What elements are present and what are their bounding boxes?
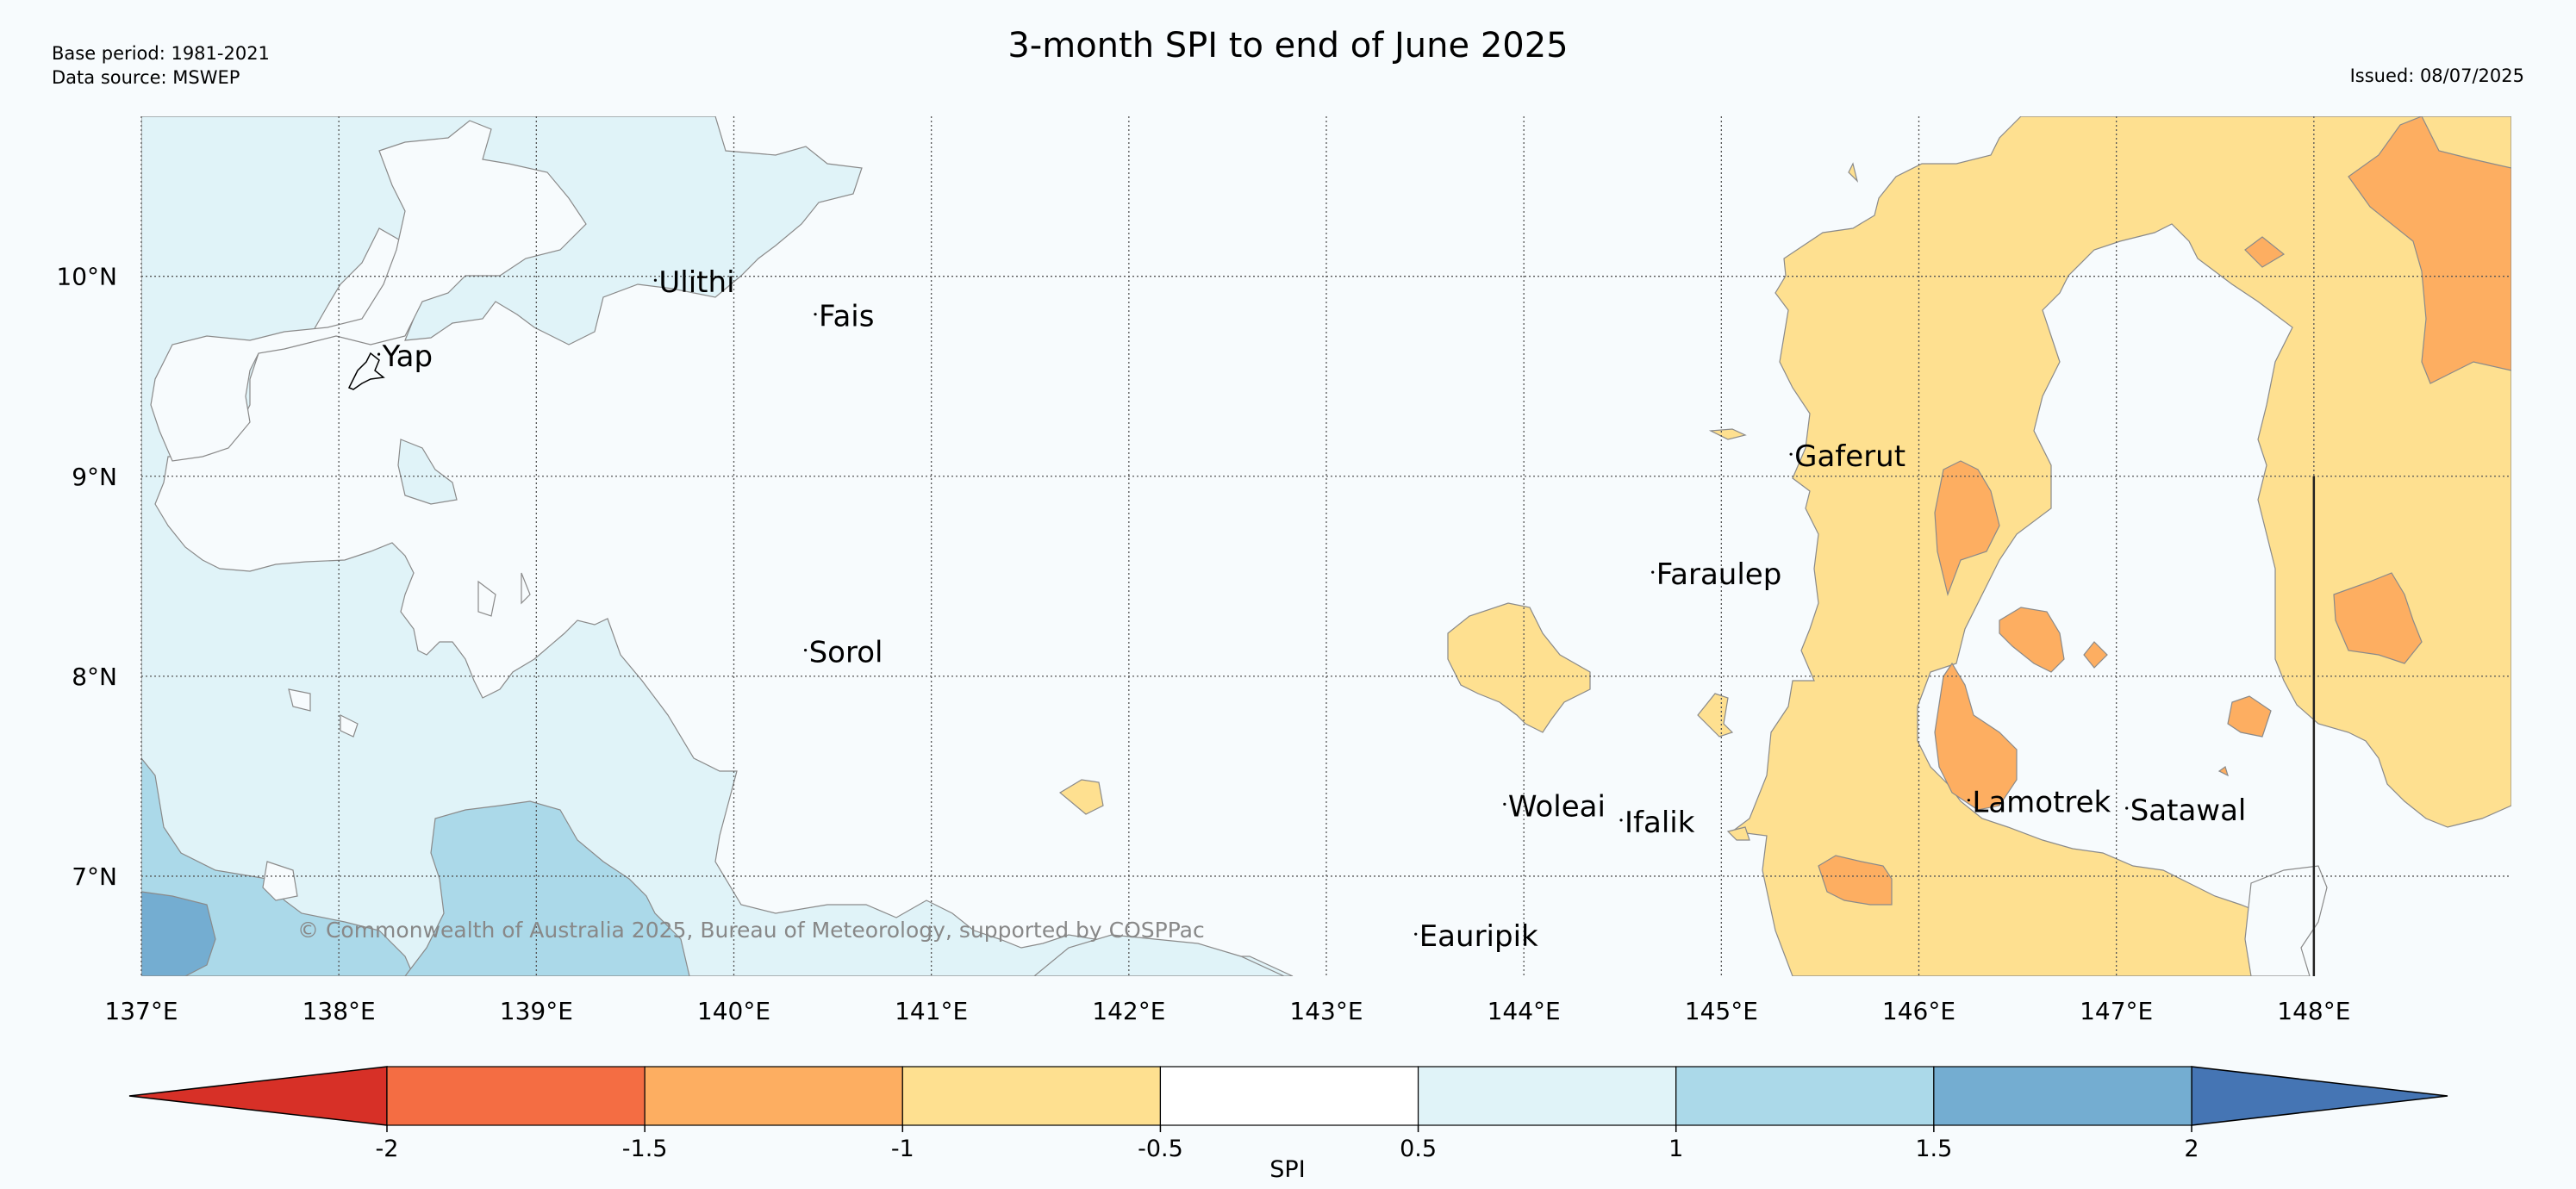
place-label: Yap bbox=[382, 339, 433, 374]
colorbar-segment bbox=[1933, 1066, 2192, 1126]
place-label: Woleai bbox=[1508, 789, 1606, 824]
place-label: Fais bbox=[819, 300, 874, 334]
region-wet-medium-2 bbox=[404, 800, 690, 976]
base-period: Base period: 1981-2021 bbox=[52, 43, 270, 64]
place-marker bbox=[803, 649, 808, 652]
colorbar-tick-label: -1 bbox=[891, 1136, 914, 1162]
region-neutral-holes bbox=[262, 572, 531, 901]
region-dry-severe-1 bbox=[1934, 460, 2000, 597]
lon-tick-label: 142°E bbox=[1092, 997, 1165, 1025]
region-dry-severe-2 bbox=[1999, 607, 2065, 673]
place-marker bbox=[1503, 802, 1506, 806]
region-dry-severe-8 bbox=[1818, 855, 1893, 906]
lon-tick-label: 143°E bbox=[1289, 997, 1363, 1025]
place-label: Sorol bbox=[809, 636, 883, 670]
lon-tick-label: 138°E bbox=[303, 997, 376, 1025]
lon-tick-label: 148°E bbox=[2277, 997, 2350, 1025]
colorbar-segment bbox=[1159, 1066, 1419, 1126]
colorbar-tick-label: 0.5 bbox=[1400, 1136, 1437, 1162]
colorbar-segment bbox=[1417, 1066, 1677, 1126]
colorbar-segment bbox=[901, 1066, 1162, 1126]
lon-tick-label: 146°E bbox=[1882, 997, 1955, 1025]
place-marker bbox=[377, 352, 381, 356]
place-label: Eauripik bbox=[1419, 919, 1538, 954]
colorbar-extend-high bbox=[2191, 1066, 2448, 1126]
colorbar-extend-low bbox=[128, 1066, 388, 1126]
region-neutral-yap bbox=[150, 120, 587, 462]
place-label: Ulithi bbox=[658, 265, 734, 300]
lat-tick-label: 7°N bbox=[72, 862, 117, 891]
lon-tick-label: 141°E bbox=[895, 997, 968, 1025]
region-dry-severe-7 bbox=[2244, 236, 2286, 268]
region-wet-light-west bbox=[141, 116, 1294, 976]
place-marker bbox=[2125, 806, 2129, 810]
lat-tick-label: 9°N bbox=[72, 463, 117, 491]
colorbar-segment bbox=[644, 1066, 903, 1126]
region-dry-severe-3 bbox=[1934, 662, 2018, 811]
latitude-ticks: 10°N 9°N 8°N 7°N bbox=[56, 263, 117, 891]
place-label: Lamotrek bbox=[1972, 786, 2111, 820]
lon-tick-label: 139°E bbox=[500, 997, 573, 1025]
place-marker bbox=[1651, 570, 1655, 574]
region-wet-strong bbox=[141, 891, 216, 976]
yap-island-outline bbox=[347, 352, 385, 390]
region-neutral-se bbox=[2244, 865, 2328, 976]
region-wet-light-south bbox=[1033, 934, 1285, 976]
colorbar: -2 -1.5 -1 -0.5 0.5 1 1.5 2 bbox=[128, 1066, 2448, 1162]
colorbar-segment bbox=[1675, 1066, 1935, 1126]
header-info: Base period: 1981-2021 Data source: MSWE… bbox=[52, 41, 270, 90]
lat-tick-label: 10°N bbox=[56, 263, 117, 291]
graticule bbox=[140, 116, 2511, 976]
place-label: Faraulep bbox=[1656, 557, 1782, 592]
place-labels: Yap Ulithi Fais Gaferut Faraulep Sorol Woleai I… bbox=[377, 265, 2246, 954]
data-source: Data source: MSWEP bbox=[52, 67, 240, 88]
colorbar-tick-label: -0.5 bbox=[1138, 1136, 1183, 1162]
place-marker bbox=[1789, 452, 1793, 456]
map-title: 3-month SPI to end of June 2025 bbox=[1007, 26, 1569, 65]
lon-tick-label: 145°E bbox=[1685, 997, 1758, 1025]
place-marker bbox=[814, 313, 817, 316]
region-dry-severe-6 bbox=[2348, 116, 2511, 384]
colorbar-label: SPI bbox=[1269, 1156, 1305, 1183]
place-label: Satawal bbox=[2130, 794, 2247, 828]
lon-tick-label: 147°E bbox=[2080, 997, 2153, 1025]
region-wet-light-islet bbox=[397, 439, 458, 505]
region-dry-moderate-islet bbox=[1447, 602, 1591, 733]
region-dry-severe-4 bbox=[2083, 641, 2272, 777]
place-marker bbox=[1619, 819, 1623, 822]
place-label: Ifalik bbox=[1625, 806, 1695, 840]
issued-date: Issued: 08/07/2025 bbox=[2349, 65, 2524, 86]
place-label: Gaferut bbox=[1794, 439, 1905, 474]
colorbar-tick-label: 1.5 bbox=[1915, 1136, 1952, 1162]
colorbar-tick-label: -1.5 bbox=[622, 1136, 668, 1162]
place-marker bbox=[1967, 799, 1970, 802]
region-dry-moderate-east bbox=[1731, 116, 2511, 976]
spi-regions bbox=[141, 116, 2511, 976]
longitude-ticks: 137°E 138°E 139°E 140°E 141°E 142°E 143°E 144°E… bbox=[104, 997, 2350, 1025]
region-dry-moderate-small bbox=[1058, 162, 1859, 841]
place-marker bbox=[1414, 932, 1418, 936]
copyright-note: © Commonwealth of Australia 2025, Bureau… bbox=[297, 918, 1205, 943]
colorbar-tick-label: -2 bbox=[376, 1136, 399, 1162]
lon-tick-label: 140°E bbox=[697, 997, 770, 1025]
lon-tick-label: 137°E bbox=[104, 997, 178, 1025]
colorbar-tick-label: 1 bbox=[1668, 1136, 1683, 1162]
place-marker bbox=[653, 278, 658, 282]
colorbar-segment bbox=[386, 1066, 646, 1126]
colorbar-tick-label: 2 bbox=[2184, 1136, 2199, 1162]
region-dry-severe-5 bbox=[2333, 572, 2423, 664]
lon-tick-label: 144°E bbox=[1488, 997, 1561, 1025]
lat-tick-label: 8°N bbox=[72, 663, 117, 691]
